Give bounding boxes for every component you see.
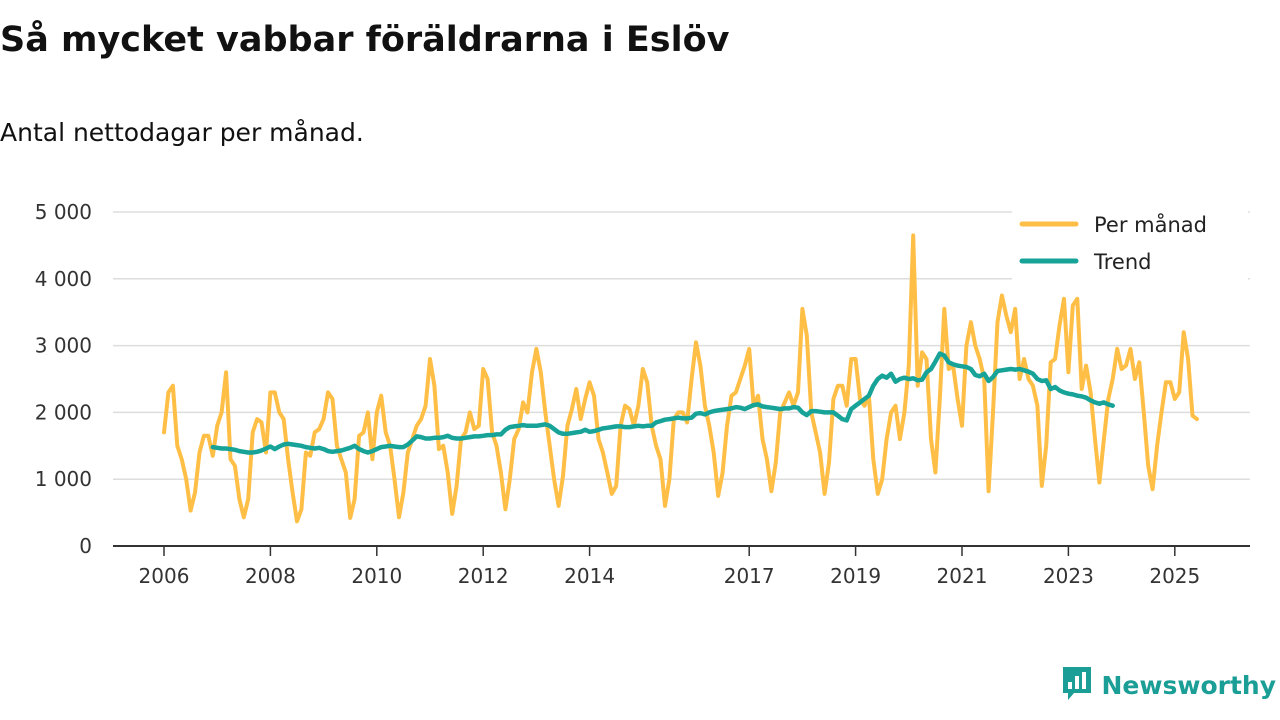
y-tick-label: 3 000 bbox=[35, 334, 92, 358]
legend-label-trend: Trend bbox=[1093, 250, 1151, 274]
legend-label-monthly: Per månad bbox=[1094, 212, 1207, 237]
chart-title: Så mycket vabbar föräldrarna i Eslöv bbox=[0, 20, 730, 60]
y-axis-ticks: 0 1 000 2 000 3 000 4 000 5 000 bbox=[35, 200, 92, 558]
x-tick-label: 2012 bbox=[458, 564, 509, 588]
series-line-monthly bbox=[162, 233, 1199, 524]
newsworthy-logo-icon bbox=[1060, 664, 1094, 706]
x-tick-label: 2025 bbox=[1149, 564, 1200, 588]
brand-name: Newsworthy bbox=[1101, 670, 1277, 700]
x-axis-ticks: 2006 2008 2010 2012 2014 2017 2019 2021 2023 2025 bbox=[139, 546, 1200, 588]
x-tick-label: 2019 bbox=[830, 564, 881, 588]
x-tick-label: 2006 bbox=[139, 564, 190, 588]
y-tick-label: 4 000 bbox=[35, 267, 92, 291]
x-tick-label: 2023 bbox=[1043, 564, 1094, 588]
brand-logo: Newsworthy bbox=[1060, 664, 1277, 706]
series-line-trend bbox=[210, 351, 1115, 455]
y-tick-label: 5 000 bbox=[35, 200, 92, 224]
x-tick-label: 2010 bbox=[351, 564, 402, 588]
x-tick-label: 2014 bbox=[564, 564, 615, 588]
chart-subtitle: Antal nettodagar per månad. bbox=[0, 118, 364, 147]
x-tick-label: 2008 bbox=[245, 564, 296, 588]
legend: Per månad Trend bbox=[1012, 204, 1248, 284]
y-tick-label: 0 bbox=[79, 534, 92, 558]
x-tick-label: 2021 bbox=[937, 564, 988, 588]
y-tick-label: 2 000 bbox=[35, 400, 92, 424]
y-tick-label: 1 000 bbox=[35, 467, 92, 491]
legend-background bbox=[1012, 204, 1248, 284]
series-lines bbox=[162, 233, 1199, 524]
x-tick-label: 2017 bbox=[724, 564, 775, 588]
